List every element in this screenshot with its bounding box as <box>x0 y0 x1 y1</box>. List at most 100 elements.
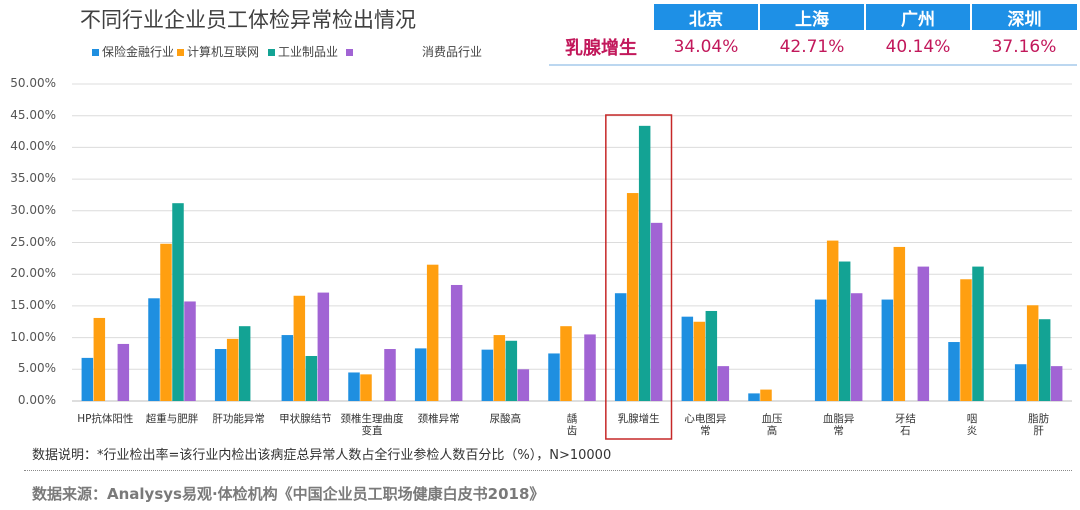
table-header-shanghai: 上海 <box>758 4 865 30</box>
bar <box>717 366 730 401</box>
bar <box>548 353 560 401</box>
data-footnote: 数据说明：*行业检出率=该行业内检出该病症总异常人数占全行业参检人数百分比（%）… <box>32 448 612 463</box>
bar <box>481 349 494 401</box>
table-cell: 42.71% <box>759 30 865 66</box>
bar <box>1038 319 1051 401</box>
bar <box>414 348 427 401</box>
bar <box>893 246 906 401</box>
bar <box>360 374 372 401</box>
bar <box>1014 364 1027 401</box>
x-tick-label: 牙结 石 <box>894 413 916 437</box>
bar <box>505 340 518 401</box>
legend-swatch <box>268 49 275 56</box>
bar <box>1026 305 1039 401</box>
x-tick-label: 脂肪 肝 <box>1028 413 1050 437</box>
bar <box>517 369 530 401</box>
bar <box>172 203 184 401</box>
bar <box>148 298 160 401</box>
city-table: 北京 上海 广州 深圳 乳腺增生 34.04% 42.71% 40.14% 37… <box>549 4 1077 66</box>
legend-item-industrial: 工业制品业 <box>268 44 338 60</box>
bar <box>972 266 984 401</box>
y-tick-label: 40.00% <box>10 139 56 154</box>
bar <box>226 338 239 401</box>
x-tick-label: 颈椎生理曲度变直 <box>340 413 404 437</box>
bar <box>826 240 839 401</box>
bar <box>348 372 360 401</box>
bar <box>426 264 439 401</box>
bar <box>814 299 827 401</box>
table-row-label: 乳腺增生 <box>549 30 653 66</box>
bar <box>614 293 627 401</box>
bar <box>948 342 960 401</box>
x-tick-label: 血压 高 <box>761 413 783 437</box>
legend-item-consumer-label: 消费品行业 <box>422 45 483 59</box>
bar <box>560 326 572 401</box>
x-tick-label: HP抗体阳性 <box>77 413 134 425</box>
bar <box>450 284 463 401</box>
bar <box>1050 366 1063 401</box>
legend-swatch <box>177 49 184 56</box>
bar <box>384 349 396 401</box>
x-tick-label: 尿酸高 <box>489 413 522 425</box>
separator-line <box>24 470 1072 471</box>
bar <box>281 335 294 401</box>
x-tick-label: 超重与肥胖 <box>145 413 199 425</box>
bar <box>305 355 318 401</box>
bar <box>650 222 663 401</box>
table-cell: 34.04% <box>653 30 759 66</box>
legend-item-internet: 计算机互联网 <box>177 44 259 60</box>
y-tick-label: 25.00% <box>10 234 56 249</box>
bar <box>493 335 506 401</box>
table-cell: 37.16% <box>971 30 1077 66</box>
legend-swatch <box>346 49 353 56</box>
x-tick-label: 心电图异 常 <box>684 413 727 437</box>
x-tick-label: 肝功能异常 <box>212 413 265 425</box>
bar <box>184 301 196 401</box>
y-tick-label: 50.00% <box>10 76 56 90</box>
x-tick-label: 血脂异 常 <box>822 413 855 437</box>
legend-swatch <box>92 49 99 56</box>
bar <box>917 266 930 401</box>
chart-legend: 保险金融行业 计算机互联网 工业制品业 消费品行业 <box>92 44 552 60</box>
legend-item-finance: 保险金融行业 <box>92 44 174 60</box>
table-header-empty <box>549 4 653 30</box>
table-cell: 40.14% <box>865 30 971 66</box>
y-tick-label: 10.00% <box>10 329 56 344</box>
bar <box>626 193 639 401</box>
bar <box>748 393 760 401</box>
bar <box>693 321 706 401</box>
table-header-beijing: 北京 <box>652 4 759 30</box>
bar <box>117 343 130 401</box>
bar <box>960 279 972 401</box>
x-tick-label: 龋 齿 <box>566 413 578 437</box>
highlight-box <box>605 114 673 440</box>
y-tick-label: 45.00% <box>10 107 56 122</box>
bar <box>850 293 863 401</box>
y-tick-label: 5.00% <box>17 361 56 376</box>
y-tick-label: 35.00% <box>10 171 56 186</box>
bar <box>638 125 651 402</box>
y-tick-label: 30.00% <box>10 202 56 217</box>
bar <box>293 295 306 401</box>
bar <box>681 316 694 401</box>
chart-title: 不同行业企业员工体检异常检出情况 <box>80 8 416 32</box>
bar <box>81 357 94 401</box>
bar <box>238 326 251 401</box>
y-tick-label: 20.00% <box>10 266 56 281</box>
legend-item-consumer <box>346 44 356 60</box>
bar <box>881 299 894 401</box>
bar <box>160 243 172 401</box>
x-tick-label: 甲状腺结节 <box>279 413 332 425</box>
table-header-guangzhou: 广州 <box>864 4 971 30</box>
table-header-shenzhen: 深圳 <box>970 4 1077 30</box>
bar <box>214 349 227 401</box>
data-source: 数据来源：Analysys易观·体检机构《中国企业员工职场健康白皮书2018》 <box>32 485 545 503</box>
y-tick-label: 15.00% <box>10 297 56 312</box>
bar <box>705 310 718 401</box>
x-tick-label: 乳腺增生 <box>617 413 660 425</box>
bar <box>93 317 106 401</box>
bar <box>584 334 596 401</box>
bar <box>838 261 851 401</box>
bar <box>760 389 772 401</box>
